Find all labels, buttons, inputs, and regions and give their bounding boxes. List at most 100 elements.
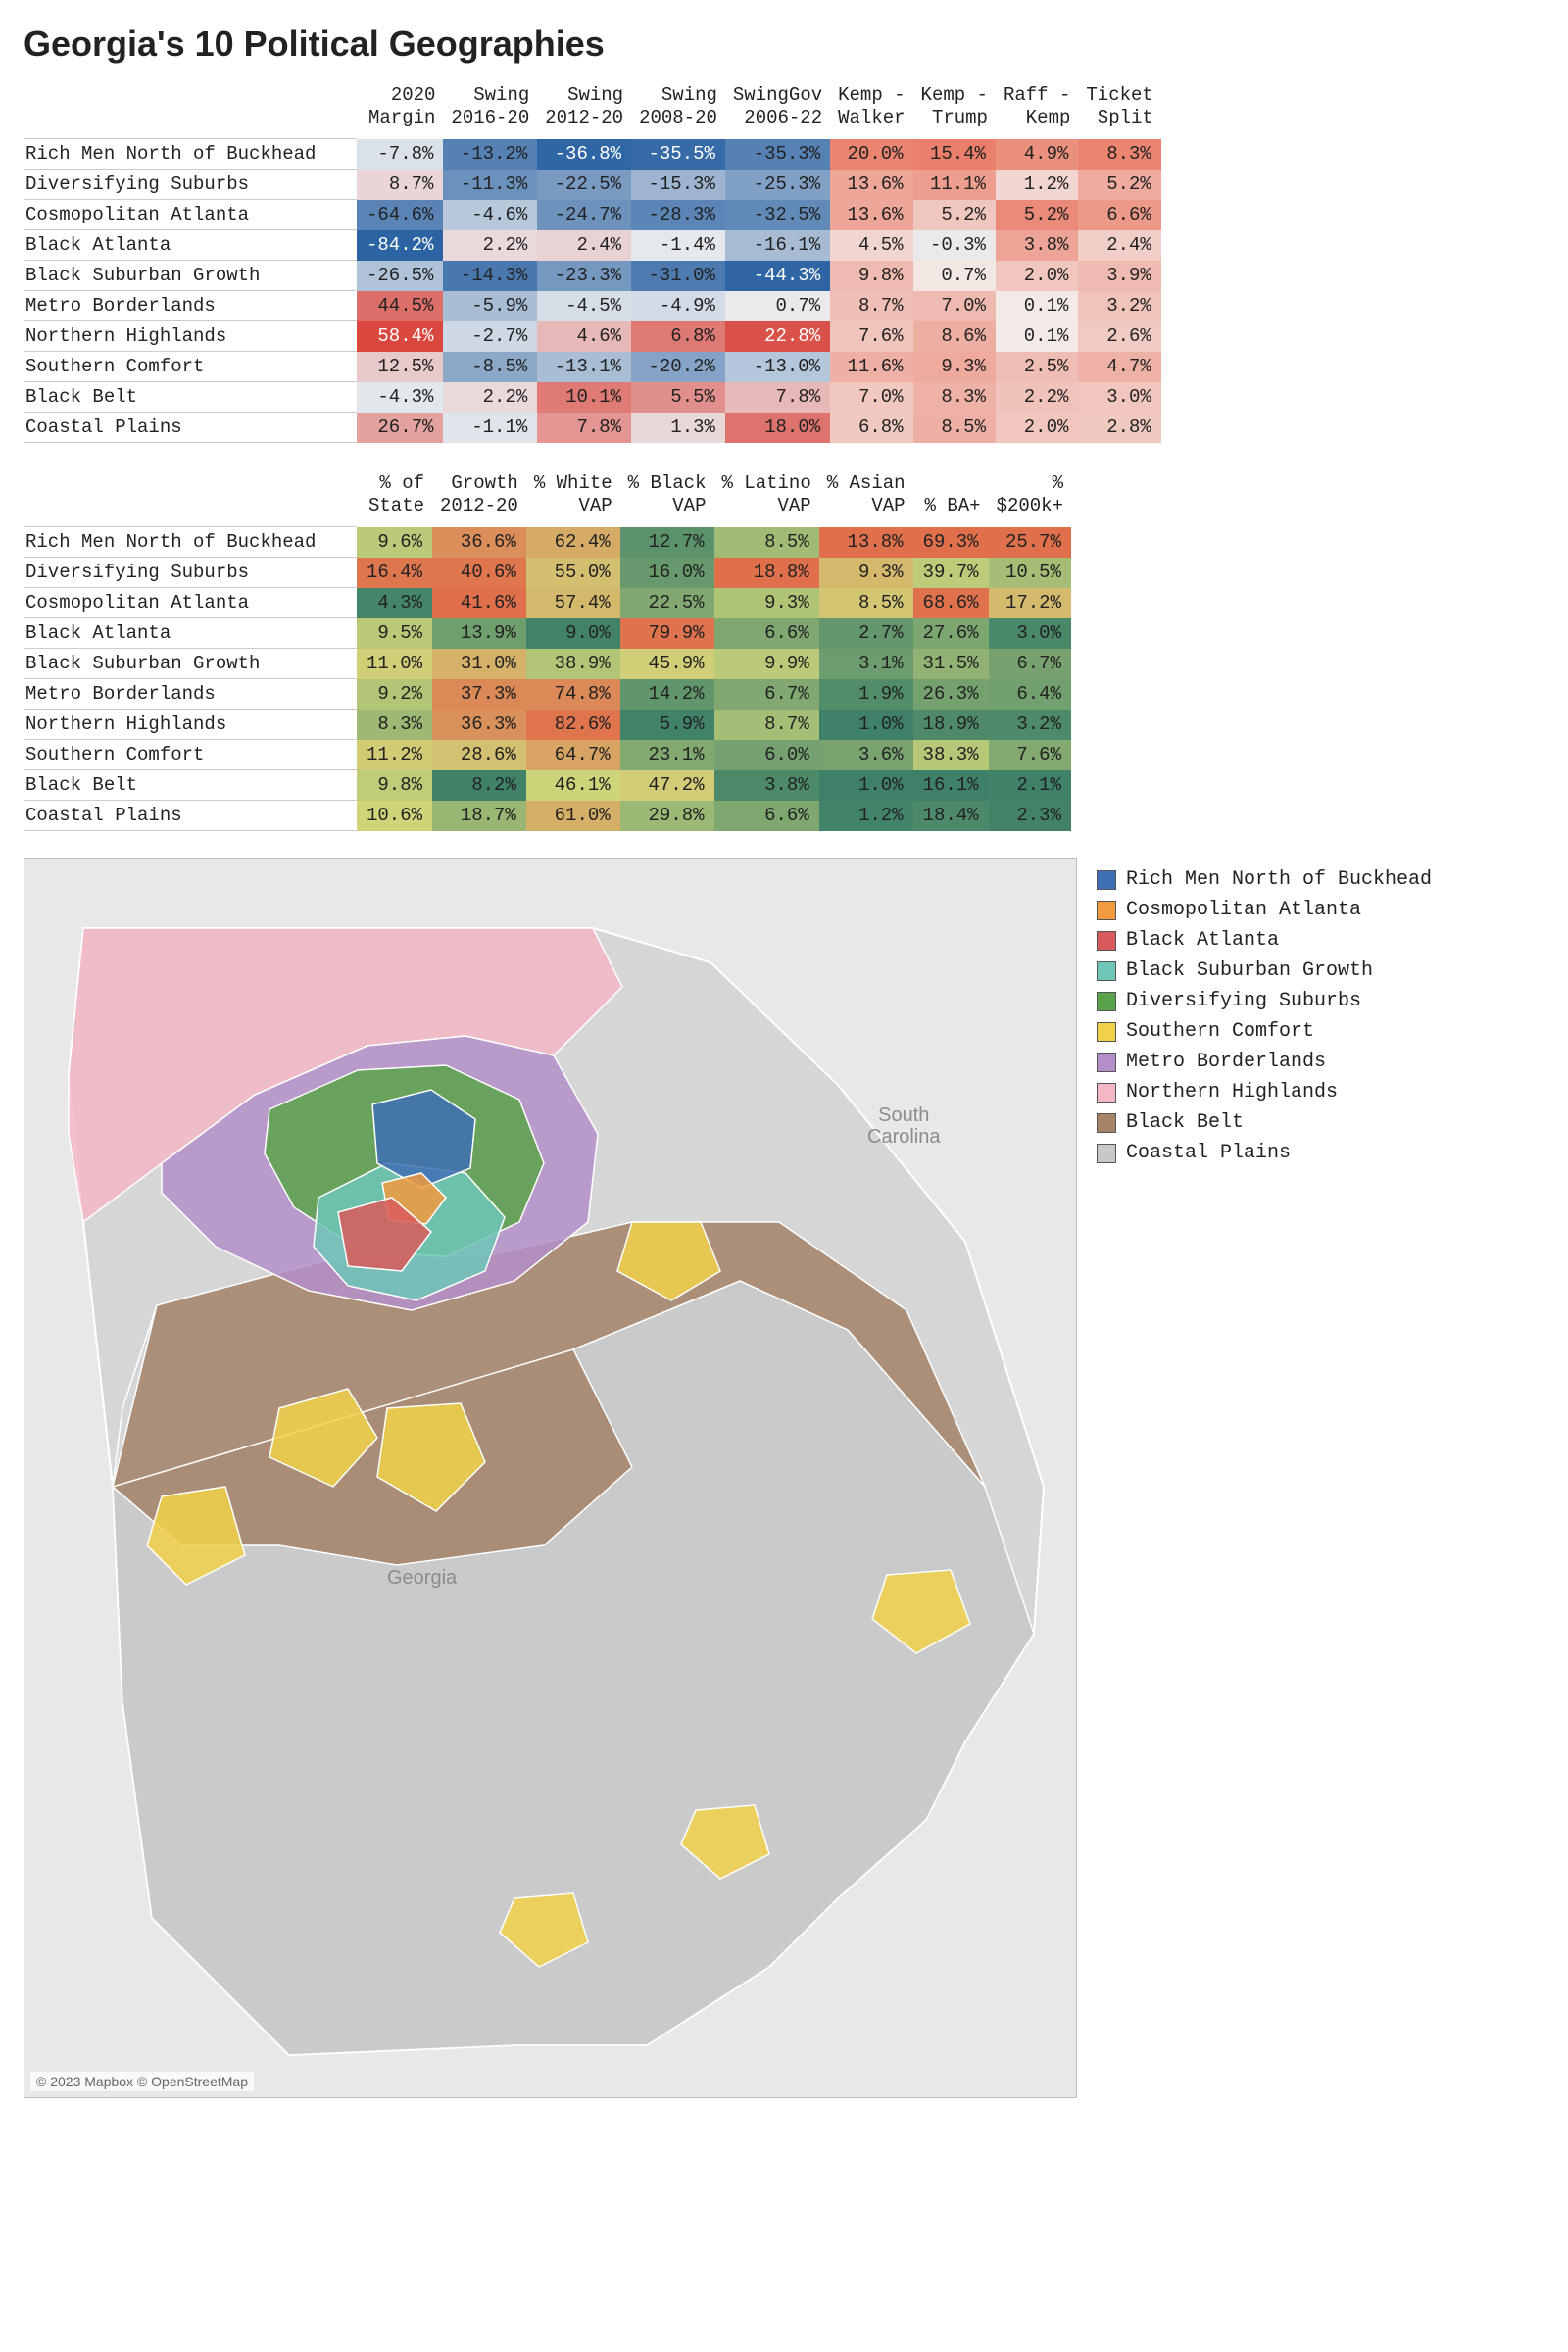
- legend-item: Black Atlanta: [1097, 925, 1432, 956]
- cell: 46.1%: [526, 770, 620, 801]
- cell: -13.1%: [537, 352, 631, 382]
- legend-item: Black Belt: [1097, 1107, 1432, 1138]
- row-label: Black Atlanta: [24, 618, 357, 649]
- row-label: Black Suburban Growth: [24, 649, 357, 679]
- legend-item: Coastal Plains: [1097, 1138, 1432, 1168]
- cell: -7.8%: [357, 139, 443, 170]
- cell: 7.8%: [725, 382, 830, 413]
- col-header: SwingGov2006-22: [725, 82, 830, 139]
- cell: 39.7%: [913, 558, 989, 588]
- page-title: Georgia's 10 Political Geographies: [24, 24, 1544, 65]
- cell: -4.9%: [631, 291, 725, 321]
- cell: 55.0%: [526, 558, 620, 588]
- legend-item: Black Suburban Growth: [1097, 956, 1432, 986]
- cell: 44.5%: [357, 291, 443, 321]
- cell: 7.0%: [913, 291, 996, 321]
- cell: 5.2%: [913, 200, 996, 230]
- cell: 22.8%: [725, 321, 830, 352]
- legend-item: Diversifying Suburbs: [1097, 986, 1432, 1016]
- legend-label: Cosmopolitan Atlanta: [1126, 895, 1361, 925]
- cell: 9.0%: [526, 618, 620, 649]
- col-header: Raff -Kemp: [996, 82, 1078, 139]
- cell: 9.2%: [357, 679, 432, 710]
- col-header: %$200k+: [989, 470, 1071, 527]
- cell: -44.3%: [725, 261, 830, 291]
- cell: 9.8%: [830, 261, 912, 291]
- cell: 16.0%: [620, 558, 714, 588]
- cell: 13.6%: [830, 170, 912, 200]
- cell: 31.0%: [432, 649, 526, 679]
- legend-swatch: [1097, 1113, 1116, 1133]
- col-header: % BA+: [913, 470, 989, 527]
- col-header: TicketSplit: [1078, 82, 1160, 139]
- cell: 1.2%: [996, 170, 1078, 200]
- cell: -8.5%: [443, 352, 537, 382]
- legend-item: Metro Borderlands: [1097, 1047, 1432, 1077]
- cell: 9.6%: [357, 527, 432, 558]
- cell: 8.3%: [913, 382, 996, 413]
- cell: 2.2%: [996, 382, 1078, 413]
- map-svg: [24, 859, 1078, 2099]
- legend-label: Black Suburban Growth: [1126, 956, 1373, 986]
- cell: -20.2%: [631, 352, 725, 382]
- legend-item: Cosmopolitan Atlanta: [1097, 895, 1432, 925]
- cell: 6.8%: [830, 413, 912, 443]
- cell: 2.0%: [996, 413, 1078, 443]
- cell: -31.0%: [631, 261, 725, 291]
- cell: 6.7%: [714, 679, 819, 710]
- cell: 8.7%: [357, 170, 443, 200]
- cell: -22.5%: [537, 170, 631, 200]
- cell: 10.6%: [357, 801, 432, 831]
- cell: 4.9%: [996, 139, 1078, 170]
- row-label: Black Belt: [24, 770, 357, 801]
- cell: 12.5%: [357, 352, 443, 382]
- col-header: % BlackVAP: [620, 470, 714, 527]
- cell: 38.9%: [526, 649, 620, 679]
- row-label: Black Suburban Growth: [24, 261, 357, 291]
- cell: 11.0%: [357, 649, 432, 679]
- cell: 29.8%: [620, 801, 714, 831]
- legend-swatch: [1097, 992, 1116, 1011]
- cell: 8.2%: [432, 770, 526, 801]
- cell: 40.6%: [432, 558, 526, 588]
- cell: 1.0%: [819, 710, 913, 740]
- cell: -35.3%: [725, 139, 830, 170]
- cell: 0.7%: [725, 291, 830, 321]
- cell: 47.2%: [620, 770, 714, 801]
- cell: 31.5%: [913, 649, 989, 679]
- row-label: Southern Comfort: [24, 352, 357, 382]
- cell: 8.5%: [714, 527, 819, 558]
- col-header: % WhiteVAP: [526, 470, 620, 527]
- cell: -32.5%: [725, 200, 830, 230]
- cell: 12.7%: [620, 527, 714, 558]
- cell: -11.3%: [443, 170, 537, 200]
- cell: 28.6%: [432, 740, 526, 770]
- cell: 7.6%: [989, 740, 1071, 770]
- row-label: Black Atlanta: [24, 230, 357, 261]
- cell: 3.1%: [819, 649, 913, 679]
- cell: -28.3%: [631, 200, 725, 230]
- cell: -1.1%: [443, 413, 537, 443]
- cell: 37.3%: [432, 679, 526, 710]
- cell: 45.9%: [620, 649, 714, 679]
- cell: -35.5%: [631, 139, 725, 170]
- cell: 2.5%: [996, 352, 1078, 382]
- cell: 6.8%: [631, 321, 725, 352]
- row-label: Metro Borderlands: [24, 679, 357, 710]
- cell: 3.6%: [819, 740, 913, 770]
- legend-item: Southern Comfort: [1097, 1016, 1432, 1047]
- cell: -1.4%: [631, 230, 725, 261]
- legend-item: Rich Men North of Buckhead: [1097, 864, 1432, 895]
- cell: 5.9%: [620, 710, 714, 740]
- cell: 4.5%: [830, 230, 912, 261]
- cell: -24.7%: [537, 200, 631, 230]
- cell: 6.7%: [989, 649, 1071, 679]
- cell: 2.4%: [537, 230, 631, 261]
- row-label: Northern Highlands: [24, 710, 357, 740]
- col-header: Swing2016-20: [443, 82, 537, 139]
- legend-swatch: [1097, 1083, 1116, 1102]
- cell: 1.0%: [819, 770, 913, 801]
- cell: 82.6%: [526, 710, 620, 740]
- cell: 13.8%: [819, 527, 913, 558]
- legend-label: Coastal Plains: [1126, 1138, 1291, 1168]
